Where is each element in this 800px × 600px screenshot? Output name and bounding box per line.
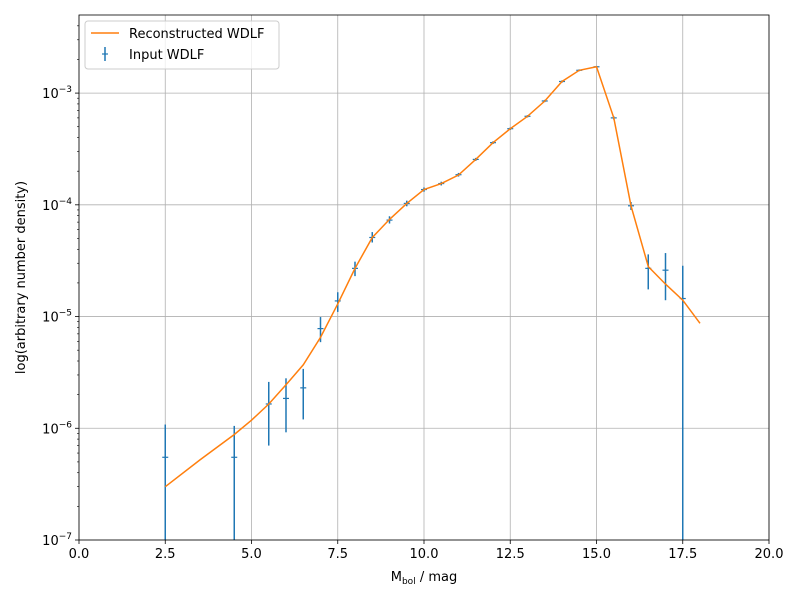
legend-label-reconstructed: Reconstructed WDLF [129, 27, 264, 42]
x-tick-label: 15.0 [582, 547, 611, 562]
grid-lines [78, 15, 770, 541]
x-tick-label: 12.5 [496, 547, 525, 562]
y-tick-label: 10−6 [42, 420, 72, 437]
axes-frame [78, 14, 770, 541]
y-axis-label: log(arbitrary number density) [14, 181, 29, 374]
x-tick-label: 17.5 [668, 547, 697, 562]
y-axis-ticks: 10−7 10−6 10−5 10−4 10−3 [42, 25, 79, 549]
x-axis-ticks: 0.0 2.5 5.0 7.5 10.0 12.5 15.0 17.5 20.0 [69, 540, 784, 562]
legend-label-input: Input WDLF [129, 48, 204, 63]
x-tick-label: 10.0 [410, 547, 439, 562]
reconstructed-wdlf-line [164, 65, 701, 488]
x-tick-label: 5.0 [241, 547, 262, 562]
y-tick-label: 10−7 [42, 532, 72, 549]
y-tick-label: 10−3 [42, 85, 72, 102]
x-tick-label: 20.0 [755, 547, 784, 562]
x-tick-label: 0.0 [69, 547, 90, 562]
legend: Reconstructed WDLF Input WDLF [84, 20, 280, 70]
y-tick-label: 10−5 [42, 309, 72, 326]
x-tick-label: 2.5 [155, 547, 176, 562]
y-tick-label: 10−4 [42, 197, 72, 214]
plot-area [162, 65, 701, 540]
legend-box [84, 20, 280, 70]
x-tick-label: 7.5 [327, 547, 348, 562]
x-axis-label: Mbol / mag [391, 570, 457, 587]
